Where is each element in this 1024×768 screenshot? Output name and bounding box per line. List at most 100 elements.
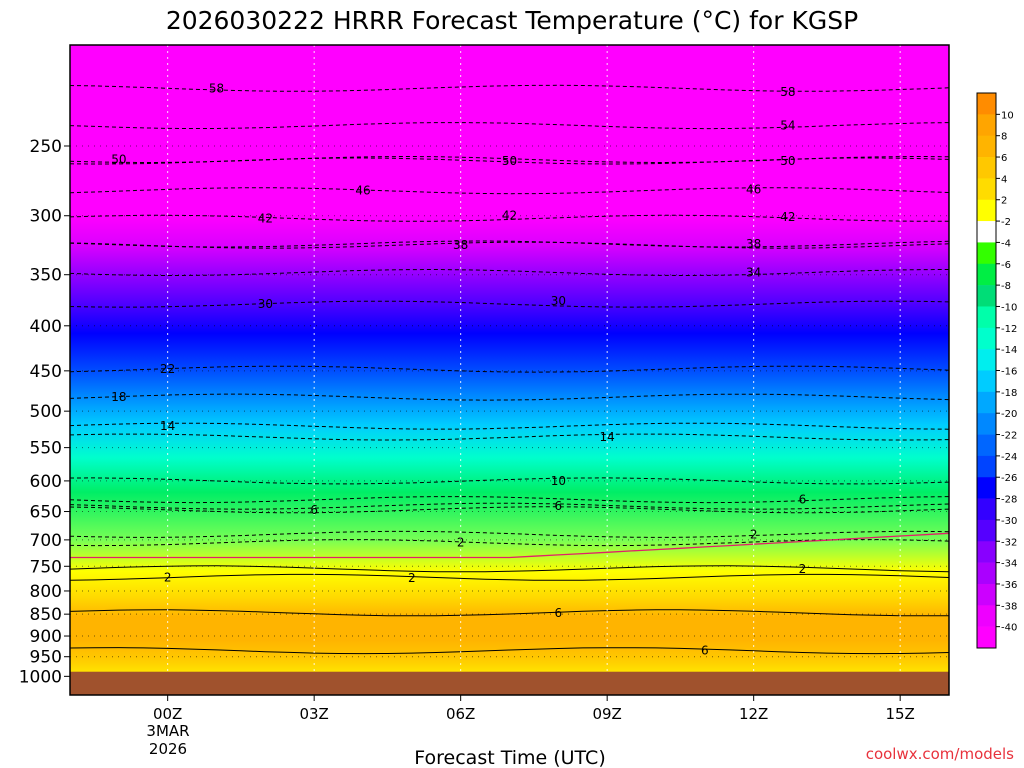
contour-label-text: 2: [750, 527, 758, 541]
colorbar-swatch: [977, 221, 996, 243]
colorbar-swatch: [977, 498, 996, 521]
colorbar-label: 10: [1001, 110, 1014, 121]
contour-label: 6: [555, 499, 563, 513]
chart-title: 2026030222 HRRR Forecast Temperature (°C…: [166, 6, 858, 35]
colorbar-swatch: [977, 434, 996, 457]
y-tick-label: 600: [30, 472, 62, 492]
contour-label: 2: [408, 571, 416, 585]
colorbar-label: -12: [1001, 324, 1017, 335]
contour-label: 42: [780, 210, 795, 224]
y-tick-label: 850: [30, 605, 62, 625]
colorbar-swatch: [977, 114, 996, 136]
contour-label: 10: [551, 474, 566, 488]
x-tick-label: 00Z: [153, 705, 182, 723]
colorbar-legend: 10 8 6 4 2 -2 -4 -6 -8 -10 -12 -14 -16 -18 -20 -22 -24 -2…: [976, 92, 1017, 649]
contour-label-text: 50: [111, 153, 126, 167]
colorbar-swatch: [977, 605, 996, 627]
x-tick-label: 03Z: [299, 705, 328, 723]
y-axis: 2503003504004505005506006507007508008509…: [19, 137, 70, 687]
y-tick-label: 750: [30, 557, 62, 577]
contour-label: 2: [799, 562, 807, 576]
contour-label-text: 42: [780, 210, 795, 224]
contour-line: [70, 647, 949, 655]
contour-label-text: 14: [600, 430, 615, 444]
colorbar-label: -14: [1001, 345, 1017, 356]
contour-label-text: 2: [408, 571, 416, 585]
contour-lines: [70, 84, 949, 655]
contour-label-text: 46: [746, 182, 761, 196]
contour-label-text: 38: [453, 238, 468, 252]
colorbar-label: -30: [1001, 516, 1017, 527]
colorbar-label: 2: [1001, 196, 1007, 207]
contour-label: 50: [780, 154, 795, 168]
x-tick-label: 15Z: [885, 705, 914, 723]
colorbar-label: -24: [1001, 452, 1017, 463]
colorbar-label: 8: [1001, 132, 1007, 143]
colorbar-swatch: [977, 93, 996, 115]
colorbar-label: -36: [1001, 580, 1017, 591]
contour-label: 2: [457, 536, 465, 550]
colorbar-swatch: [977, 157, 996, 179]
y-tick-label: 1000: [19, 667, 62, 687]
contour-label: 58: [209, 81, 224, 95]
colorbar-swatch: [977, 327, 996, 350]
plot-frame: [69, 44, 950, 696]
colorbar-swatch: [977, 306, 996, 329]
contour-label: 22: [160, 362, 175, 376]
contour-label: 14: [600, 430, 615, 444]
contour-label: 58: [780, 85, 795, 99]
contour-label: 2: [164, 570, 172, 584]
colorbar-swatch: [977, 455, 996, 478]
colorbar-swatch: [977, 178, 996, 201]
contour-line: [70, 565, 949, 573]
credit-link[interactable]: coolwx.com/models: [866, 745, 1014, 763]
y-tick-label: 350: [30, 266, 62, 286]
colorbar-label: -22: [1001, 431, 1017, 442]
y-tick-label: 550: [30, 439, 62, 459]
colorbar-swatch: [977, 391, 996, 414]
colorbar-swatch: [977, 413, 996, 435]
contour-label: 6: [310, 503, 318, 517]
colorbar-label: -40: [1001, 623, 1017, 634]
contour-label: 50: [111, 153, 126, 167]
date-label-year: 2026: [149, 740, 187, 758]
contour-label: 6: [701, 644, 709, 658]
y-tick-label: 500: [30, 402, 62, 422]
contour-label-text: 2: [164, 570, 172, 584]
contour-line: [70, 573, 949, 581]
contour-label-text: 38: [746, 237, 761, 251]
contour-label: 34: [746, 266, 761, 280]
colorbar-label: -38: [1001, 601, 1017, 612]
y-tick-label: 700: [30, 531, 62, 551]
y-tick-label: 650: [30, 503, 62, 523]
contour-label-text: 6: [555, 499, 563, 513]
contour-label: 18: [111, 390, 126, 404]
contour-label: 30: [258, 297, 273, 311]
contour-label-text: 18: [111, 390, 126, 404]
ground-layer: [70, 671, 949, 695]
colorbar-label: -2: [1001, 217, 1011, 228]
contour-label: 30: [551, 294, 566, 308]
contour-label-text: 58: [780, 85, 795, 99]
y-tick-label: 450: [30, 362, 62, 382]
colorbar-label: 4: [1001, 174, 1007, 185]
y-tick-label: 900: [30, 627, 62, 647]
y-tick-label: 250: [30, 137, 62, 157]
x-axis-label: Forecast Time (UTC): [414, 747, 605, 768]
contour-label-text: 6: [701, 644, 709, 658]
colorbar-swatch: [977, 541, 996, 563]
contour-label: 6: [555, 606, 563, 620]
contour-label: 50: [502, 154, 517, 168]
contour-label-text: 30: [258, 297, 273, 311]
y-tick-label: 400: [30, 317, 62, 337]
contour-label-text: 50: [780, 154, 795, 168]
contour-label-text: 50: [502, 154, 517, 168]
colorbar-swatch: [977, 583, 996, 606]
colorbar-label: -6: [1001, 260, 1011, 271]
colorbar-label: -20: [1001, 409, 1017, 420]
contour-label-text: 30: [551, 294, 566, 308]
x-tick-label: 12Z: [739, 705, 768, 723]
colorbar-swatch: [977, 370, 996, 393]
